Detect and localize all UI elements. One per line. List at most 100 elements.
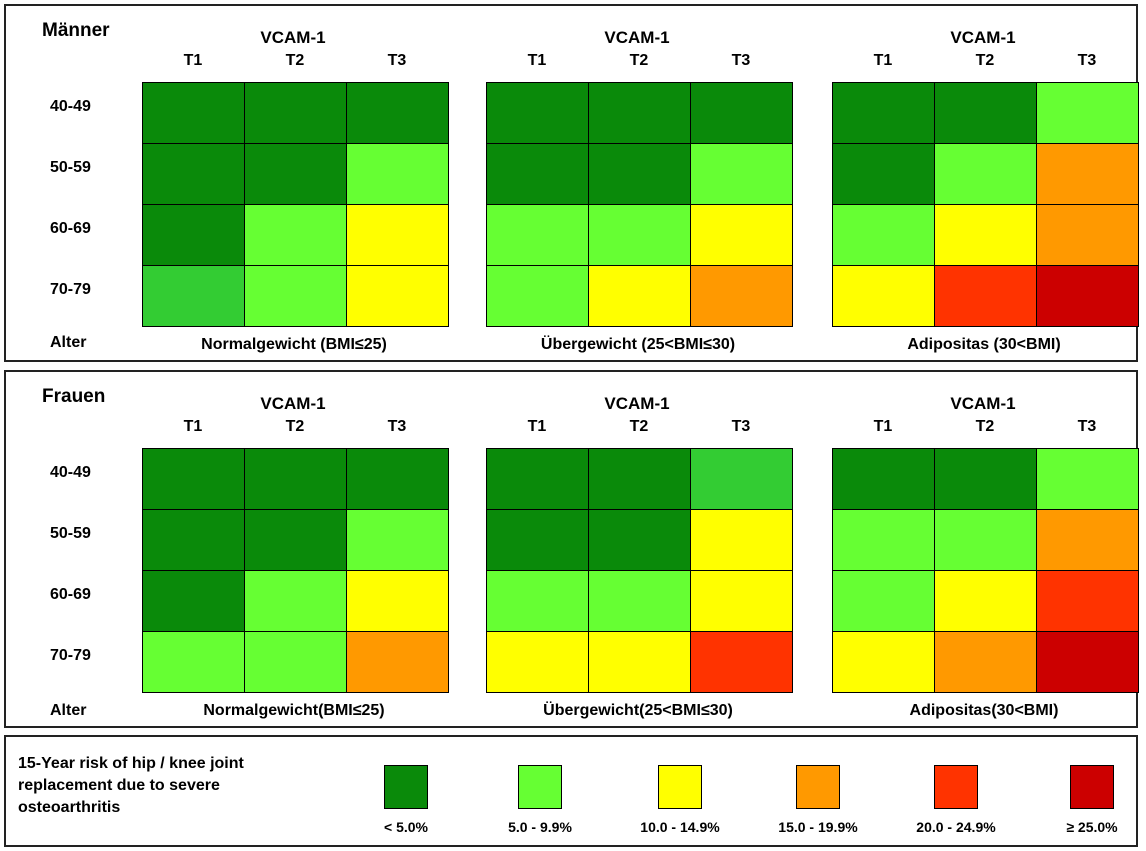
legend-swatch bbox=[796, 765, 840, 809]
heatmap-cell bbox=[487, 449, 588, 509]
heatmap-cell bbox=[347, 205, 448, 265]
heatmap-cell bbox=[935, 205, 1036, 265]
column-header: VCAM-1 bbox=[950, 394, 1016, 413]
legend-label: 5.0 - 9.9% bbox=[508, 819, 572, 835]
heatmap-cell bbox=[143, 449, 244, 509]
heatmap-cell bbox=[589, 83, 690, 143]
heatmap-cell bbox=[143, 571, 244, 631]
group-label: Normalgewicht(BMI≤25) bbox=[203, 702, 385, 719]
row-label: 60-69 bbox=[50, 586, 91, 603]
heatmap-cell bbox=[691, 571, 792, 631]
heatmap-cell bbox=[347, 266, 448, 326]
heatmap-cell bbox=[589, 632, 690, 692]
heatmap-grid bbox=[142, 82, 449, 327]
heatmap-cell bbox=[487, 144, 588, 204]
group-label: Übergewicht(25<BMI≤30) bbox=[543, 702, 733, 719]
heatmap-cell bbox=[143, 266, 244, 326]
heatmap-cell bbox=[1037, 632, 1138, 692]
column-label: T3 bbox=[1077, 52, 1097, 69]
panel-title: Männer bbox=[42, 20, 110, 41]
women-panel: Frauen 40-49 50-59 60-69 70-79 Alter VCAM-1 T1 T… bbox=[4, 370, 1139, 728]
heatmap-cell bbox=[935, 632, 1036, 692]
column-label: T1 bbox=[873, 52, 893, 69]
legend-label: < 5.0% bbox=[384, 819, 428, 835]
legend-label: 20.0 - 24.9% bbox=[916, 819, 996, 835]
row-label: 70-79 bbox=[50, 281, 91, 298]
heatmap-cell bbox=[833, 144, 934, 204]
row-axis-label: Alter bbox=[50, 334, 87, 351]
legend-swatch bbox=[934, 765, 978, 809]
row-label: 50-59 bbox=[50, 525, 91, 542]
heatmap-cell bbox=[833, 571, 934, 631]
heatmap-cell bbox=[833, 83, 934, 143]
heatmap-cell bbox=[691, 266, 792, 326]
heatmap-cell bbox=[487, 571, 588, 631]
row-label: 40-49 bbox=[50, 464, 91, 481]
column-label: T2 bbox=[285, 418, 305, 435]
column-label: T3 bbox=[1077, 418, 1097, 435]
heatmap-cell bbox=[935, 266, 1036, 326]
heatmap-cell bbox=[691, 83, 792, 143]
legend-swatch bbox=[658, 765, 702, 809]
heatmap-cell bbox=[487, 632, 588, 692]
column-label: T1 bbox=[183, 52, 203, 69]
heatmap-cell bbox=[245, 571, 346, 631]
heatmap-cell bbox=[245, 510, 346, 570]
heatmap-grid bbox=[142, 448, 449, 693]
heatmap-cell bbox=[487, 83, 588, 143]
row-label: 40-49 bbox=[50, 98, 91, 115]
panel-title: Frauen bbox=[42, 386, 106, 407]
heatmap-cell bbox=[935, 510, 1036, 570]
heatmap-cell bbox=[347, 510, 448, 570]
heatmap-cell bbox=[1037, 266, 1138, 326]
legend-label: 15.0 - 19.9% bbox=[778, 819, 858, 835]
heatmap-cell bbox=[1037, 205, 1138, 265]
heatmap-cell bbox=[935, 449, 1036, 509]
group-label: Adipositas(30<BMI) bbox=[909, 702, 1059, 719]
legend-label: 10.0 - 14.9% bbox=[640, 819, 720, 835]
heatmap-cell bbox=[143, 632, 244, 692]
heatmap-cell bbox=[589, 205, 690, 265]
heatmap-cell bbox=[691, 205, 792, 265]
heatmap-cell bbox=[833, 449, 934, 509]
row-axis-label: Alter bbox=[50, 702, 87, 719]
column-label: T1 bbox=[527, 418, 547, 435]
heatmap-cell bbox=[691, 510, 792, 570]
heatmap-cell bbox=[143, 510, 244, 570]
heatmap-cell bbox=[589, 266, 690, 326]
group-label: Adipositas (30<BMI) bbox=[907, 336, 1061, 353]
row-label: 60-69 bbox=[50, 220, 91, 237]
legend-swatch bbox=[1070, 765, 1114, 809]
heatmap-cell bbox=[691, 449, 792, 509]
heatmap-cell bbox=[245, 83, 346, 143]
column-label: T1 bbox=[183, 418, 203, 435]
heatmap-cell bbox=[245, 266, 346, 326]
heatmap-cell bbox=[143, 144, 244, 204]
heatmap-cell bbox=[487, 510, 588, 570]
heatmap-cell bbox=[347, 571, 448, 631]
heatmap-cell bbox=[487, 205, 588, 265]
column-label: T2 bbox=[285, 52, 305, 69]
heatmap-grid bbox=[832, 82, 1139, 327]
heatmap-cell bbox=[245, 205, 346, 265]
heatmap-cell bbox=[1037, 510, 1138, 570]
heatmap-cell bbox=[245, 144, 346, 204]
heatmap-cell bbox=[143, 83, 244, 143]
legend-swatch bbox=[518, 765, 562, 809]
legend-label: ≥ 25.0% bbox=[1066, 819, 1118, 835]
heatmap-cell bbox=[245, 449, 346, 509]
heatmap-cell bbox=[589, 449, 690, 509]
column-label: T3 bbox=[731, 418, 751, 435]
heatmap-cell bbox=[347, 632, 448, 692]
column-label: T1 bbox=[527, 52, 547, 69]
heatmap-cell bbox=[833, 205, 934, 265]
heatmap-grid bbox=[486, 82, 793, 327]
heatmap-grid bbox=[486, 448, 793, 693]
heatmap-cell bbox=[935, 83, 1036, 143]
heatmap-cell bbox=[1037, 83, 1138, 143]
men-panel: Männer 40-49 50-59 60-69 70-79 Alter VCAM-1 T1 T… bbox=[4, 4, 1139, 362]
column-header: VCAM-1 bbox=[604, 28, 670, 47]
heatmap-cell bbox=[1037, 144, 1138, 204]
column-label: T3 bbox=[731, 52, 751, 69]
heatmap-cell bbox=[245, 632, 346, 692]
